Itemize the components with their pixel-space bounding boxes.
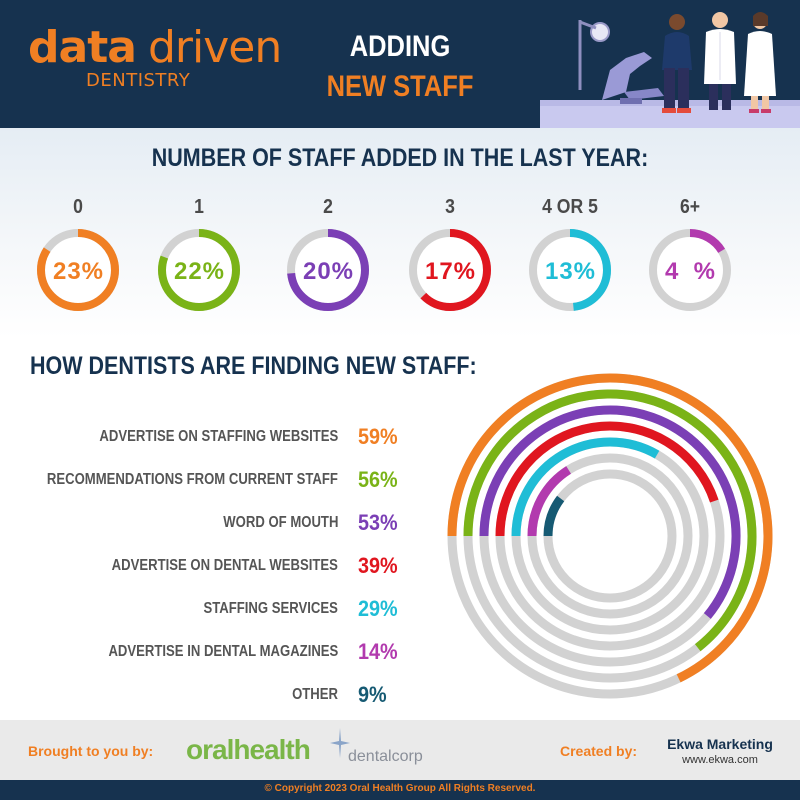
finding-staff-radial-chart — [447, 373, 773, 699]
donut-value-arc — [649, 229, 731, 311]
nurse-icon — [744, 12, 776, 113]
donut-chart: 20% — [287, 229, 369, 311]
logo-driven-text: driven — [148, 22, 282, 73]
radial-value-arc — [479, 405, 741, 619]
donut-value-arc — [37, 229, 119, 311]
source-value-label: 53% — [358, 510, 398, 535]
dental-staff-illustration — [540, 12, 800, 128]
brought-to-you-label: Brought to you by: — [28, 743, 154, 759]
copyright-bar — [0, 780, 800, 800]
radial-track — [543, 469, 677, 603]
source-category-label: WORD OF MOUTH — [222, 514, 338, 531]
donut-chart: 23% — [37, 229, 119, 311]
donut-category-label: 6+ — [679, 196, 701, 218]
logo-dentistry-text: DENTISTRY — [86, 70, 191, 91]
staff-added-title: NUMBER OF STAFF ADDED IN THE LAST YEAR: — [151, 144, 649, 172]
page-title-line2: NEW STAFF — [326, 70, 474, 103]
dental-chair-icon — [578, 20, 664, 104]
copyright-text: © Copyright 2023 Oral Health Group All R… — [264, 783, 536, 794]
source-category-label: STAFFING SERVICES — [203, 600, 338, 617]
created-by-label: Created by: — [560, 743, 638, 759]
source-category-label: ADVERTISE ON STAFFING WEBSITES — [99, 428, 338, 445]
donut-chart: 13% — [529, 229, 611, 311]
donut-value-label: 23% — [53, 258, 103, 285]
page-title-line1: ADDING — [349, 30, 451, 63]
donut-value-label: 17% — [425, 258, 475, 285]
doctor-icon — [704, 12, 736, 110]
donut-category-label: 3 — [445, 196, 455, 218]
source-category-label: ADVERTISE ON DENTAL WEBSITES — [111, 557, 338, 574]
donut-category-label: 0 — [73, 196, 83, 218]
donut-category-label: 2 — [323, 196, 333, 218]
radial-value-arc — [495, 421, 719, 537]
donut-chart: 17% — [409, 229, 491, 311]
radial-value-arc — [447, 373, 773, 683]
dentalcorp-logo: dentalcorp — [348, 748, 423, 765]
donut-chart: 4% — [649, 229, 731, 311]
donut-value-arc — [158, 229, 240, 311]
radial-value-arc — [463, 389, 757, 652]
header-banner: data driven DENTISTRY ADDING NEW STAFF — [0, 0, 800, 128]
dentist-man-icon — [662, 14, 692, 113]
donut-category-label: 1 — [194, 196, 204, 218]
ekwa-url-link[interactable]: www.ekwa.com — [682, 754, 758, 766]
source-value-label: 9% — [358, 682, 387, 707]
source-category-label: ADVERTISE IN DENTAL MAGAZINES — [108, 643, 338, 660]
oralhealth-logo: oralhealth — [186, 734, 311, 765]
donut-value-arc — [409, 229, 491, 311]
footer — [0, 720, 800, 780]
source-value-label: 14% — [358, 639, 398, 664]
ekwa-marketing-name: Ekwa Marketing — [667, 736, 773, 752]
radial-value-arc — [511, 437, 660, 537]
radial-value-arc — [543, 495, 565, 537]
source-category-label: OTHER — [292, 686, 338, 703]
source-value-label: 39% — [358, 553, 398, 578]
radial-value-arc — [527, 466, 572, 537]
donut-chart: 22% — [158, 229, 240, 311]
donut-value-arc — [529, 229, 611, 311]
source-category-label: RECOMMENDATIONS FROM CURRENT STAFF — [46, 471, 338, 488]
donut-category-label: 4 OR 5 — [542, 196, 598, 218]
donut-value-label: 20% — [303, 258, 353, 285]
logo-data-text: data — [28, 22, 137, 73]
source-value-label: 29% — [358, 596, 398, 621]
source-value-label: 56% — [358, 467, 398, 492]
donut-value-label: 22% — [174, 258, 224, 285]
source-value-label: 59% — [358, 424, 398, 449]
donut-value-label: 13% — [545, 258, 595, 285]
donut-value-arc — [287, 229, 369, 311]
dentalcorp-star-icon — [330, 728, 350, 758]
finding-staff-title: HOW DENTISTS ARE FINDING NEW STAFF: — [30, 352, 477, 380]
